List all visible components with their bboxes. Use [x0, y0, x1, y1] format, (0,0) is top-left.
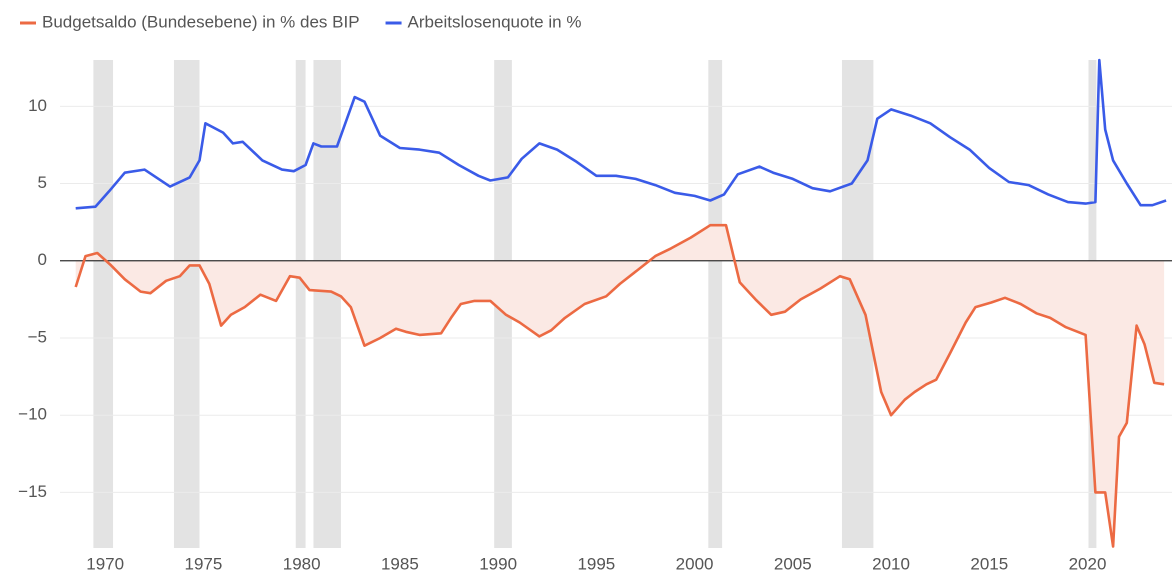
legend-label: Arbeitslosenquote in % — [408, 12, 582, 31]
x-tick-label: 2020 — [1069, 554, 1107, 573]
y-tick-label: 0 — [38, 250, 47, 269]
x-tick-label: 2015 — [970, 554, 1008, 573]
x-tick-label: 2005 — [774, 554, 812, 573]
x-tick-label: 1985 — [381, 554, 419, 573]
shaded-range — [313, 60, 341, 548]
x-tick-label: 1970 — [86, 554, 124, 573]
line — [75, 58, 1167, 210]
shaded-range — [295, 60, 306, 548]
y-tick-label: 10 — [28, 96, 47, 115]
shaded-range — [93, 60, 114, 548]
area — [75, 225, 1165, 547]
line — [74, 223, 1165, 548]
x-tick-label: 1990 — [479, 554, 517, 573]
legend-label: Budgetsaldo (Bundesebene) in % des BIP — [42, 12, 360, 31]
x-tick-label: 1975 — [185, 554, 223, 573]
x-tick-label: 2010 — [872, 554, 910, 573]
x-tick-label: 2000 — [676, 554, 714, 573]
shaded-range — [173, 60, 200, 548]
x-tick-label: 1980 — [283, 554, 321, 573]
y-tick-label: 5 — [38, 173, 47, 192]
y-tick-label: −5 — [28, 327, 47, 346]
shaded-range — [708, 60, 723, 548]
y-tick-label: −10 — [18, 405, 47, 424]
y-tick-label: −15 — [18, 482, 47, 501]
x-tick-label: 1995 — [577, 554, 615, 573]
